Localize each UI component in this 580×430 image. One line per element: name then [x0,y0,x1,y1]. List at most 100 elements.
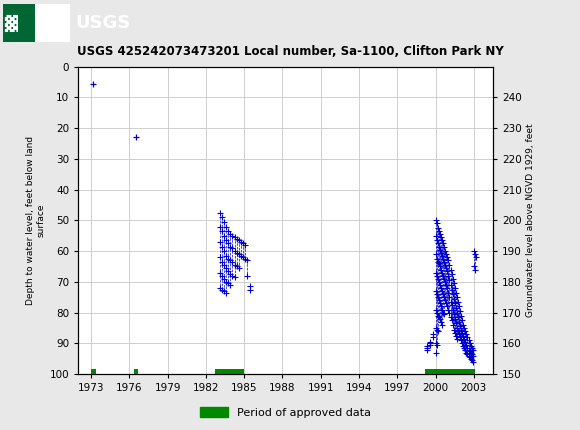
Point [422,344,432,351]
Point [426,341,435,348]
Point [219,232,229,239]
Point [445,277,454,284]
Point [455,323,465,330]
Point [434,243,443,250]
Point [437,322,447,329]
Point [433,328,443,335]
Point [438,309,448,316]
Point [432,309,441,316]
Point [466,355,475,362]
Point [440,279,450,286]
Point [441,282,451,289]
Point [236,252,245,259]
Point [234,237,244,244]
Point [431,232,440,239]
Point [459,344,469,351]
Point [433,240,443,247]
Point [437,288,447,295]
Point [454,331,463,338]
Point [230,274,239,281]
Point [440,311,449,318]
Point [426,340,435,347]
Point [217,243,226,250]
Point [222,289,231,296]
Point [436,234,445,241]
Y-axis label: Groundwater level above NGVD 1929, feet: Groundwater level above NGVD 1929, feet [526,123,535,317]
Point [432,237,441,244]
Point [459,322,468,329]
Point [469,248,478,255]
Point [232,263,241,270]
Point [242,257,252,264]
Point [422,343,432,350]
Point [432,272,441,279]
Point [458,329,467,336]
Point [440,248,450,255]
Point [431,349,440,356]
Point [426,338,435,345]
Point [447,271,456,278]
Point [458,317,467,324]
Point [431,288,440,295]
Point [241,255,250,262]
Point [433,294,443,301]
Point [443,267,452,274]
Point [431,325,440,332]
Point [242,272,252,279]
Point [241,242,250,249]
Point [465,347,474,354]
Point [431,340,440,347]
Point [433,224,443,231]
Point [219,261,229,268]
Point [449,326,458,333]
Point [222,223,231,230]
Point [215,223,224,230]
Point [447,301,456,308]
Point [455,334,465,341]
Point [463,351,472,358]
Text: USGS: USGS [75,14,130,31]
Point [450,300,459,307]
Point [228,272,237,279]
Point [437,237,447,244]
Point [431,217,440,224]
Point [452,335,462,342]
Point [440,258,449,265]
Point [223,267,233,274]
Point [458,340,467,347]
Point [436,249,445,256]
Point [445,309,454,316]
Point [215,209,224,216]
Point [432,220,441,227]
Point [236,239,245,246]
Point [461,328,470,335]
Point [215,269,224,276]
Point [429,331,438,338]
Point [435,315,444,322]
Point [228,258,237,265]
Point [451,332,461,339]
Point [465,354,474,361]
Point [449,311,458,318]
Point [230,248,239,255]
Point [215,285,224,292]
Bar [3,3,35,42]
Point [468,358,477,365]
Point [234,264,244,271]
Point [452,325,462,332]
Point [434,279,443,286]
Point [447,317,456,324]
Point [219,248,229,255]
Point [451,304,461,311]
Point [219,288,229,295]
Point [438,255,448,262]
Point [440,294,449,301]
Point [217,228,226,235]
Point [454,318,463,325]
Bar [134,369,138,375]
Point [452,294,462,301]
Point [449,295,458,302]
Point [456,337,466,344]
Point [432,291,441,298]
Bar [3,3,70,42]
